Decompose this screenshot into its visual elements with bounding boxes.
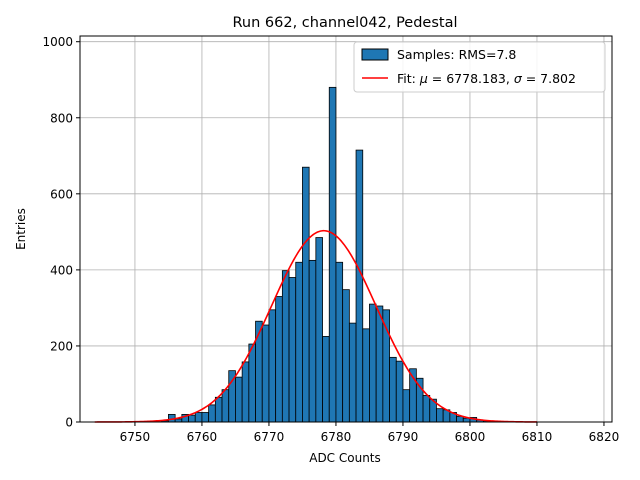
legend-swatch-samples bbox=[361, 48, 389, 61]
legend-box bbox=[353, 41, 606, 93]
histogram-bar bbox=[375, 305, 384, 423]
histogram-bar bbox=[255, 320, 263, 423]
histogram-bar bbox=[362, 328, 370, 423]
x-axis-ticks: 6750 6760 6770 6780 6790 6800 6810 6820 bbox=[120, 422, 620, 444]
histogram-bar bbox=[342, 289, 350, 423]
histogram-bar bbox=[275, 296, 283, 423]
x-tick-label: 6820 bbox=[589, 430, 620, 444]
y-tick-label: 1000 bbox=[42, 35, 73, 49]
histogram-bar bbox=[348, 322, 357, 423]
y-tick-label: 800 bbox=[50, 111, 73, 125]
histogram-bar bbox=[241, 361, 250, 423]
histogram-bar bbox=[214, 396, 223, 423]
histogram-bar bbox=[281, 270, 290, 423]
histogram-bar bbox=[248, 343, 256, 423]
histogram-bar bbox=[335, 261, 344, 423]
histogram-bar bbox=[188, 414, 196, 423]
histogram-bar bbox=[295, 261, 303, 423]
histogram-bar bbox=[208, 404, 216, 423]
histogram-bar bbox=[201, 412, 210, 423]
histogram-bar bbox=[355, 149, 364, 423]
histogram-bars bbox=[154, 86, 504, 423]
y-axis-label: Entries bbox=[14, 208, 28, 250]
x-tick-label: 6780 bbox=[321, 430, 352, 444]
histogram-bar bbox=[288, 277, 297, 423]
histogram-bar bbox=[389, 356, 397, 423]
histogram-bar bbox=[415, 377, 424, 423]
histogram-bar bbox=[308, 259, 317, 423]
gaussian-fit-curve bbox=[94, 229, 537, 423]
histogram-bar bbox=[221, 389, 230, 423]
plot-frame bbox=[79, 35, 613, 423]
histogram-bar bbox=[235, 376, 243, 423]
histogram-bar bbox=[402, 389, 411, 423]
histogram-bar bbox=[369, 303, 377, 423]
histogram-bar bbox=[194, 412, 203, 423]
x-tick-label: 6760 bbox=[187, 430, 218, 444]
legend-label-fit: Fit: μ = 6778.183, σ = 7.802 bbox=[397, 71, 576, 86]
legend: Samples: RMS=7.8 Fit: μ = 6778.183, σ = … bbox=[353, 41, 606, 93]
histogram-bar bbox=[328, 86, 337, 423]
histogram-bar bbox=[322, 336, 330, 423]
y-tick-label: 200 bbox=[50, 339, 73, 353]
chart-title: Run 662, channel042, Pedestal bbox=[232, 15, 457, 31]
histogram-bar bbox=[395, 360, 404, 423]
x-axis-label: ADC Counts bbox=[309, 451, 381, 465]
legend-label-samples: Samples: RMS=7.8 bbox=[397, 47, 516, 62]
histogram-bar bbox=[315, 237, 323, 423]
y-tick-label: 0 bbox=[65, 416, 73, 430]
x-tick-label: 6810 bbox=[522, 430, 553, 444]
y-axis-ticks: 0 200 400 600 800 1000 bbox=[42, 35, 80, 430]
x-tick-label: 6770 bbox=[254, 430, 285, 444]
x-tick-label: 6750 bbox=[120, 430, 151, 444]
histogram-bar bbox=[268, 309, 277, 423]
histogram-bar bbox=[436, 408, 444, 423]
y-tick-label: 600 bbox=[50, 187, 73, 201]
y-tick-label: 400 bbox=[50, 263, 73, 277]
histogram-bar bbox=[302, 166, 310, 423]
x-tick-label: 6790 bbox=[388, 430, 419, 444]
x-tick-label: 6800 bbox=[455, 430, 486, 444]
histogram-bar bbox=[261, 324, 270, 423]
histogram-bar bbox=[456, 415, 464, 423]
histogram-bar bbox=[422, 394, 431, 423]
